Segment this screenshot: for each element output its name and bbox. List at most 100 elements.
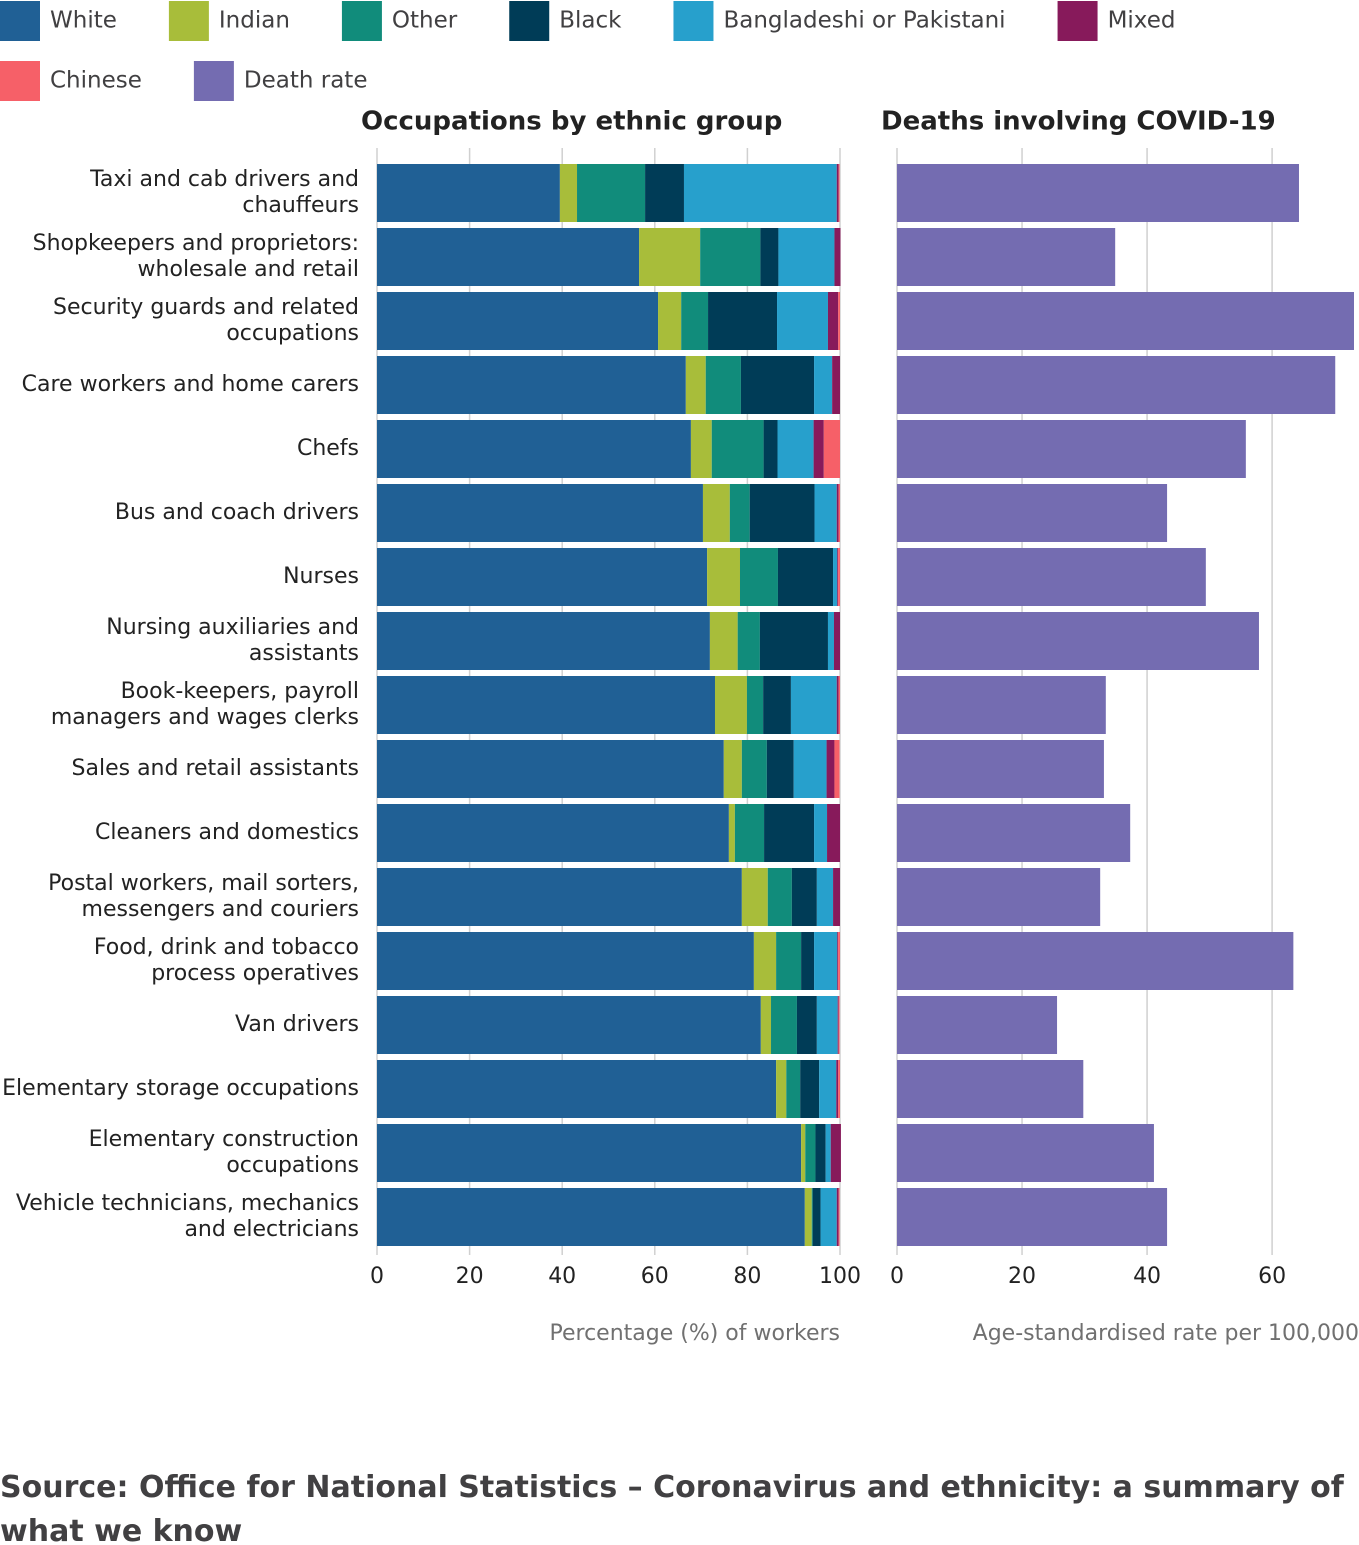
bar: [377, 292, 659, 350]
bar: [815, 1124, 826, 1182]
y-tick-label: Shopkeepers and proprietors: wholesale a…: [32, 231, 359, 282]
bar: [763, 420, 778, 478]
bar: [702, 484, 730, 542]
bar: [377, 1060, 777, 1118]
bar: [836, 1188, 839, 1246]
bar: [836, 164, 839, 222]
bar: [377, 484, 703, 542]
bar: [790, 676, 837, 734]
y-tick-label: Nursing auxiliaries and assistants: [106, 615, 359, 666]
bar: [685, 356, 706, 414]
bar: [763, 676, 791, 734]
x-tick-label: 100: [819, 1264, 861, 1289]
bar: [820, 1188, 837, 1246]
bar: [833, 612, 840, 670]
bar: [838, 292, 840, 350]
bar: [377, 740, 724, 798]
bar: [833, 868, 840, 926]
legend-label: Other: [392, 8, 458, 34]
legend-swatch: [1057, 1, 1098, 41]
x-tick-label: 20: [456, 1264, 484, 1289]
bar: [377, 228, 640, 286]
bar: [804, 1188, 812, 1246]
bar: [645, 164, 684, 222]
bar: [377, 1124, 802, 1182]
bar: [897, 292, 1354, 350]
bar: [897, 868, 1101, 926]
bar: [825, 1124, 831, 1182]
bar: [800, 1060, 820, 1118]
bar: [827, 804, 840, 862]
bar: [838, 1060, 840, 1118]
y-tick-label: Sales and retail assistants: [71, 756, 359, 781]
y-tick-label: Cleaners and domestics: [95, 820, 359, 845]
bar: [723, 740, 742, 798]
y-tick-label: Care workers and home carers: [21, 372, 359, 397]
panel-title: Occupations by ethnic group: [361, 107, 782, 137]
bar: [377, 420, 691, 478]
x-tick-label: 80: [733, 1264, 761, 1289]
bar: [559, 164, 578, 222]
bar: [377, 804, 729, 862]
y-tick-label: Vehicle technicians, mechanics and elect…: [15, 1191, 359, 1242]
bar: [827, 292, 839, 350]
bar: [707, 548, 740, 606]
legend-label: Bangladeshi or Pakistani: [723, 8, 1005, 34]
bar: [764, 804, 815, 862]
bar: [577, 164, 646, 222]
bar: [778, 228, 835, 286]
bar: [836, 484, 839, 542]
y-tick-label: Chefs: [296, 436, 359, 461]
bar: [837, 996, 839, 1054]
bar: [683, 164, 837, 222]
bar: [838, 1188, 840, 1246]
bar: [814, 356, 833, 414]
y-tick-label: Food, drink and tobacco process operativ…: [93, 935, 359, 986]
y-tick-label: Elementary construction occupations: [88, 1127, 359, 1178]
bar: [897, 1124, 1154, 1182]
bar: [776, 1060, 787, 1118]
bar: [760, 228, 779, 286]
legend-label: Indian: [219, 8, 290, 34]
bar: [700, 228, 761, 286]
bar: [377, 996, 761, 1054]
x-tick-label: 0: [890, 1264, 904, 1289]
bar: [729, 484, 750, 542]
y-tick-label: Book-keepers, payroll managers and wages…: [50, 679, 359, 730]
bar: [897, 548, 1206, 606]
bar: [776, 932, 802, 990]
legend-swatch: [168, 1, 209, 41]
y-tick-label: Bus and coach drivers: [114, 500, 359, 525]
bar: [816, 996, 838, 1054]
bar: [838, 932, 840, 990]
legend-label: Death rate: [244, 68, 368, 94]
legend-swatch: [341, 1, 382, 41]
bar: [834, 740, 840, 798]
bar: [834, 228, 841, 286]
bar: [714, 676, 747, 734]
legend-label: White: [50, 8, 117, 34]
bar: [739, 548, 778, 606]
bar: [837, 548, 839, 606]
bar: [753, 932, 777, 990]
bar: [786, 1060, 801, 1118]
bar: [838, 996, 840, 1054]
bar: [897, 228, 1116, 286]
bar: [897, 676, 1106, 734]
bar: [897, 932, 1294, 990]
bar: [832, 356, 840, 414]
x-tick-label: 60: [641, 1264, 669, 1289]
y-tick-label: Elementary storage occupations: [2, 1076, 359, 1101]
legend-swatch: [509, 1, 550, 41]
bar: [897, 804, 1131, 862]
bar: [793, 740, 827, 798]
bar: [836, 1060, 839, 1118]
bar: [377, 868, 742, 926]
bar: [658, 292, 682, 350]
bar: [819, 1060, 837, 1118]
bar: [791, 868, 817, 926]
bar: [771, 996, 797, 1054]
legend-label: Mixed: [1108, 8, 1176, 34]
legend-swatch: [673, 1, 714, 41]
bar: [759, 612, 828, 670]
